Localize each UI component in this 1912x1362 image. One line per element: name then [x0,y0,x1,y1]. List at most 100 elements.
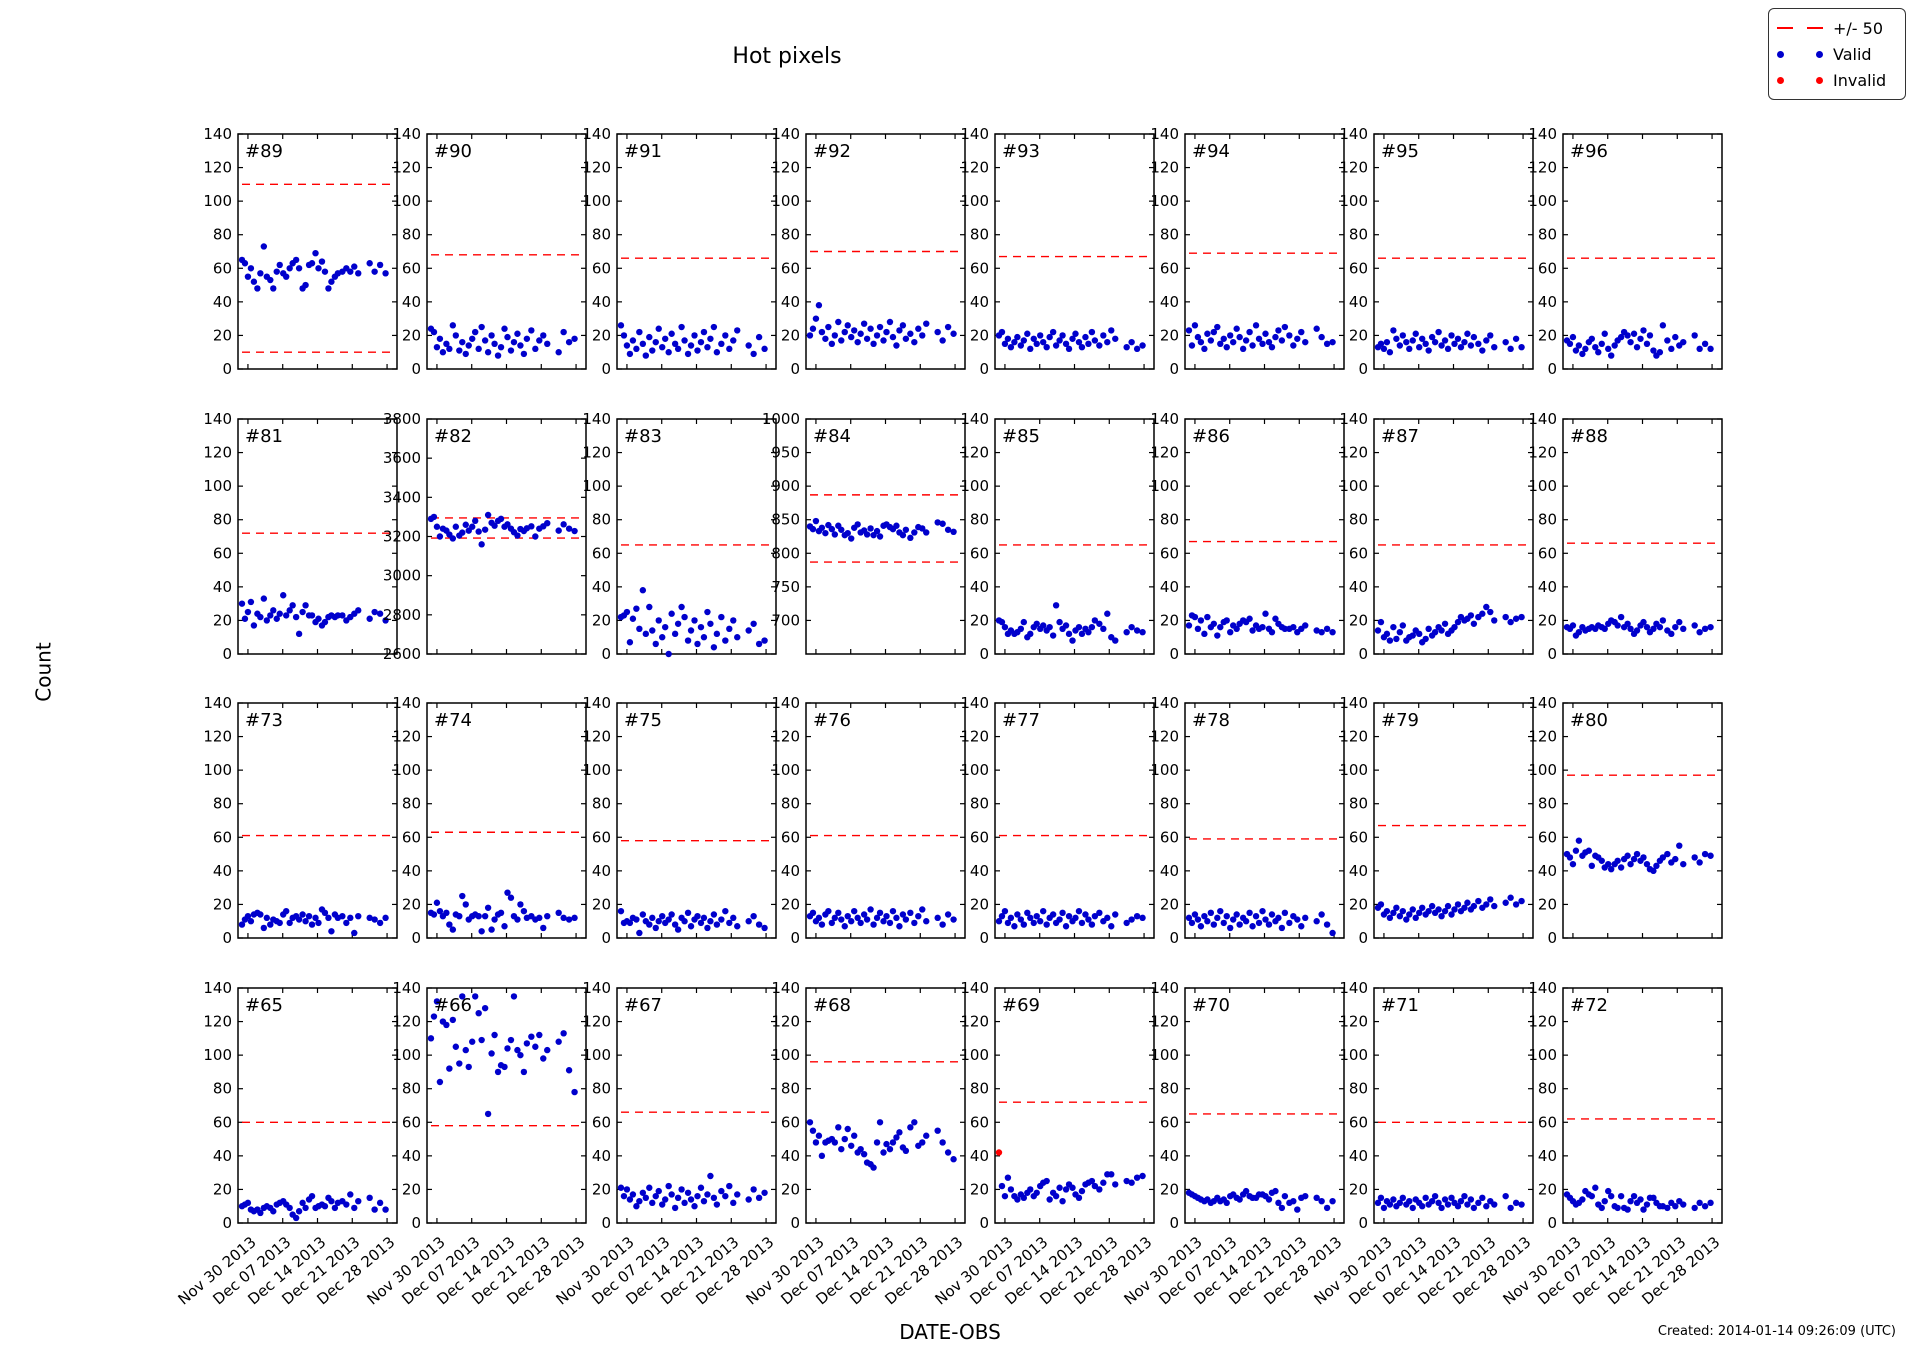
valid-point [1255,335,1262,342]
panel-label: #75 [624,710,662,731]
valid-point [382,1206,389,1213]
y-tick-label: 40 [213,862,232,880]
valid-point [1454,1203,1461,1210]
valid-point [700,1198,707,1205]
valid-point [645,603,653,610]
valid-point [1232,625,1240,632]
valid-point [1017,916,1025,924]
valid-point [1188,342,1195,349]
valid-point [1258,623,1266,631]
data-points [1563,837,1714,875]
y-tick-label: 0 [222,360,232,378]
valid-point [1575,837,1583,845]
valid-point [1572,347,1580,354]
valid-point [437,1078,444,1086]
valid-point [745,918,752,925]
valid-point [282,611,290,619]
valid-point [1380,345,1387,353]
y-tick-label: 40 [970,293,989,311]
y-tick-label: 100 [1339,477,1368,495]
valid-point [1281,1193,1288,1200]
panel-label: #77 [1002,710,1040,731]
valid-point [1598,1204,1606,1212]
valid-point [1405,345,1413,353]
valid-point [1059,332,1066,339]
y-tick-label: 60 [402,259,421,277]
y-tick-label: 20 [1159,896,1178,914]
y-tick-label: 20 [592,326,611,344]
valid-point [1396,913,1403,920]
y-tick-label: 120 [203,1013,232,1031]
valid-point [1128,338,1136,346]
valid-point [1274,915,1282,922]
valid-point [1702,625,1709,632]
valid-point [1680,861,1687,868]
y-tick-label: 80 [1349,226,1368,244]
valid-point [626,1196,633,1203]
y-tick-label: 100 [1339,762,1368,780]
valid-point [896,1129,903,1136]
valid-point [1075,623,1083,631]
valid-point [555,349,563,356]
y-tick-label: 100 [582,477,611,495]
y-tick-label: 60 [213,1113,232,1131]
valid-point [1235,1196,1243,1203]
valid-point [725,625,733,632]
valid-point [883,1141,890,1148]
valid-point [1659,322,1667,329]
valid-point [1271,1188,1279,1195]
valid-point [1197,923,1204,930]
valid-point [1601,625,1609,632]
valid-point [648,1199,656,1207]
valid-point [1056,916,1063,924]
valid-point [1007,1186,1015,1193]
valid-point [331,1204,339,1212]
valid-point [247,265,255,272]
y-tick-label: 120 [393,1013,422,1031]
valid-point [1592,1184,1599,1192]
legend-item-valid: Valid [1777,41,1897,67]
valid-point [1075,1194,1083,1202]
valid-point [1235,333,1243,341]
valid-point [566,916,573,924]
valid-point [1123,1177,1131,1185]
valid-point [837,916,845,924]
valid-point [1691,1204,1698,1212]
valid-point [1637,1196,1644,1203]
valid-point [828,920,835,927]
y-tick-label: 120 [203,728,232,746]
valid-point [469,335,476,342]
y-tick-label: 0 [222,645,232,663]
valid-point [1082,333,1089,341]
valid-point [674,1194,681,1202]
valid-point [1078,343,1086,351]
valid-point [876,532,884,540]
valid-point [661,623,668,631]
valid-point [629,337,636,344]
valid-point [847,333,855,341]
y-tick-label: 140 [393,125,422,143]
valid-point [1317,911,1325,919]
valid-point [1232,325,1240,332]
valid-point [511,993,518,1000]
valid-point [1274,1199,1282,1207]
valid-point [1046,1196,1054,1203]
valid-point [665,1182,672,1190]
valid-point [1185,915,1192,922]
valid-point [371,916,378,924]
x-axis-ticks [1004,988,1145,1224]
y-tick-label: 100 [1150,477,1179,495]
valid-point [1643,340,1651,348]
valid-point [918,906,926,914]
valid-point [693,1193,701,1200]
subplot-83: 0 20 40 60 80 100 120 140 #83 [582,410,777,663]
valid-point [1261,916,1269,924]
valid-point [1630,1193,1638,1200]
valid-point [1640,1206,1647,1213]
valid-point [1007,343,1015,351]
y-tick-label: 140 [582,125,611,143]
valid-point [491,1031,499,1039]
panel-label: #91 [624,141,662,162]
valid-point [680,1199,688,1207]
valid-point [544,340,551,348]
